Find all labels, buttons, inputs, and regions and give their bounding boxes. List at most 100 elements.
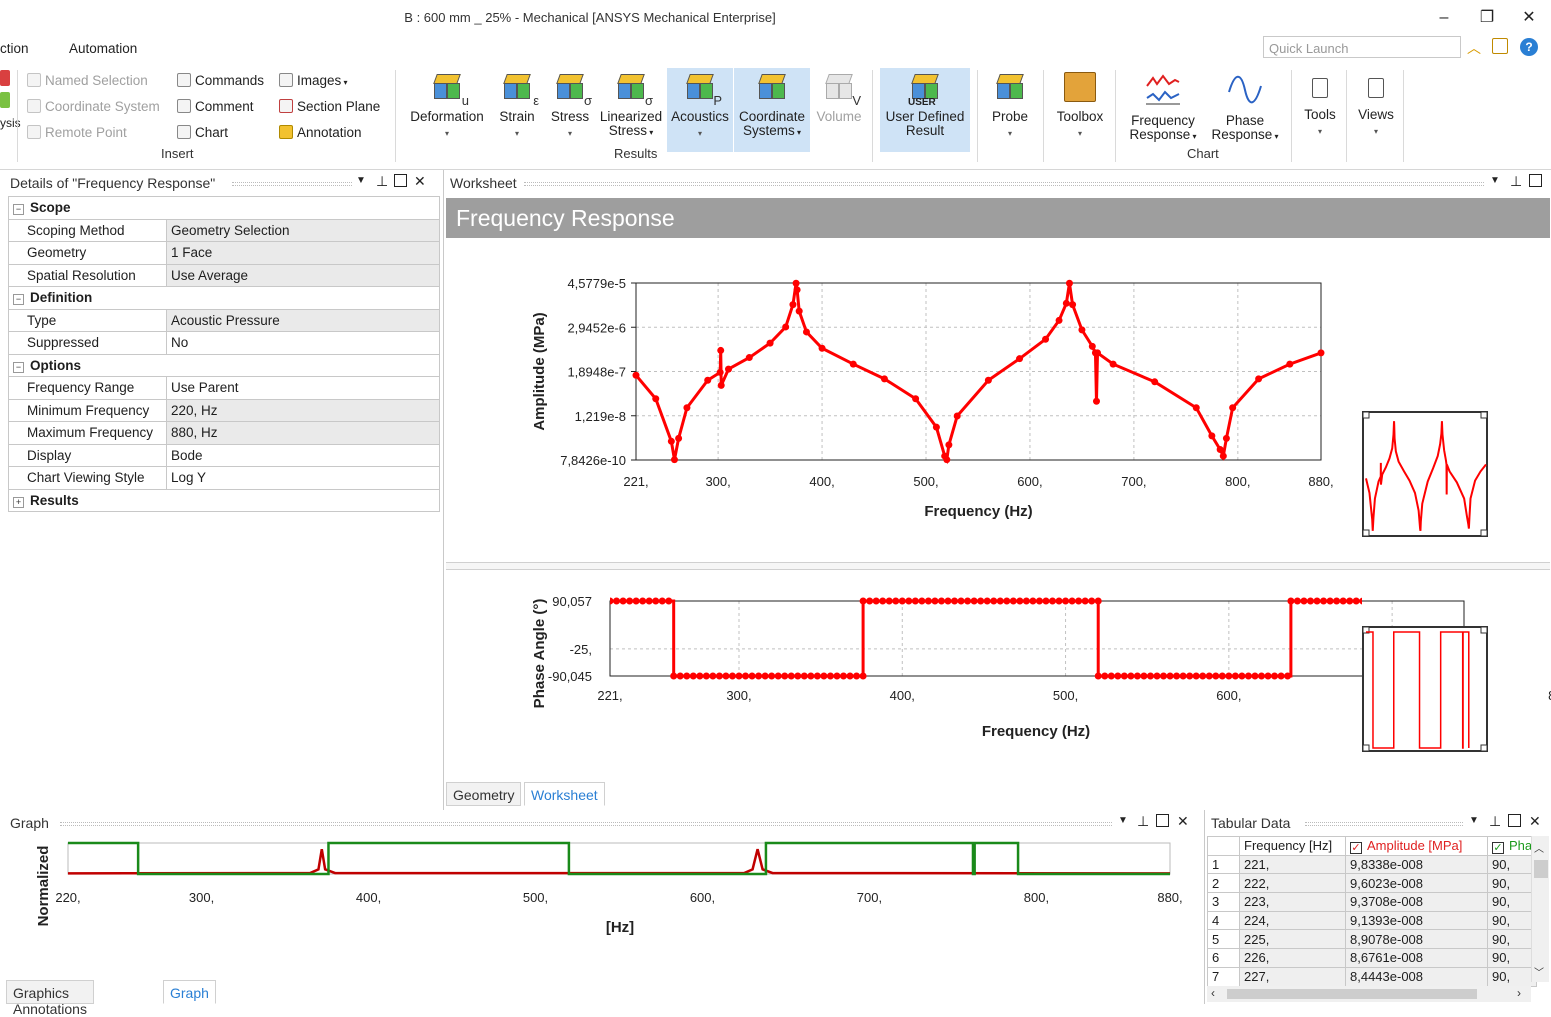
strain-button[interactable]: ε Strain ▾ <box>494 68 540 152</box>
feedback-icon[interactable] <box>1492 38 1508 54</box>
amplitude-checkbox[interactable]: ✓ <box>1350 841 1362 854</box>
maximize-icon[interactable] <box>394 174 407 187</box>
property-value[interactable]: 220, Hz <box>166 398 440 422</box>
menu-item-automation[interactable]: Automation <box>69 41 138 56</box>
details-section[interactable]: + Results <box>8 488 440 512</box>
probe-button[interactable]: Probe ▾ <box>984 68 1036 152</box>
graph-close-icon[interactable]: ✕ <box>1177 813 1189 829</box>
h-scroll-thumb[interactable] <box>1227 989 1477 999</box>
details-row[interactable]: Suppressed No <box>8 331 440 355</box>
property-value[interactable]: Bode <box>166 443 440 467</box>
comment-button[interactable]: Comment <box>177 99 254 114</box>
toolbox-button[interactable]: Toolbox ▾ <box>1050 68 1110 152</box>
details-row[interactable]: Minimum Frequency 220, Hz <box>8 398 440 422</box>
worksheet-maximize-icon[interactable] <box>1529 174 1542 187</box>
details-row[interactable]: Display Bode <box>8 443 440 467</box>
panel-menu-icon[interactable]: ▼ <box>356 175 366 186</box>
tabular-menu-icon[interactable]: ▼ <box>1469 815 1479 826</box>
details-row[interactable]: Chart Viewing Style Log Y <box>8 466 440 490</box>
details-row[interactable]: Spatial Resolution Use Average <box>8 263 440 287</box>
collapse-ribbon-icon[interactable]: ︿ <box>1467 40 1481 56</box>
details-section[interactable]: − Scope <box>8 196 440 220</box>
user-defined-result-button[interactable]: USER User Defined Result <box>880 68 970 152</box>
header-frequency[interactable]: Frequency [Hz] <box>1239 836 1346 856</box>
property-value[interactable]: 880, Hz <box>166 421 440 445</box>
property-value[interactable]: Use Average <box>166 263 440 287</box>
tab-graph[interactable]: Graph <box>163 980 216 1004</box>
scroll-thumb[interactable] <box>1534 860 1548 878</box>
graph-pin-icon[interactable]: ⊥ <box>1137 813 1150 829</box>
vertical-scrollbar[interactable]: ︿ ﹀ <box>1531 836 1549 982</box>
details-section[interactable]: − Options <box>8 353 440 377</box>
quick-launch-input[interactable]: Quick Launch <box>1263 36 1461 58</box>
tabular-close-icon[interactable]: ✕ <box>1529 813 1541 829</box>
normalized-chart[interactable]: 220, 300, 400, 500, 600, 700, 800, 880, [Hz] Norm… <box>4 834 1200 980</box>
property-value[interactable]: No <box>166 331 440 355</box>
table-row[interactable]: 6 226, 8,6761e-008 90, <box>1207 948 1538 968</box>
section-plane-button[interactable]: Section Plane <box>279 99 380 114</box>
help-icon[interactable]: ? <box>1520 38 1538 56</box>
close-panel-icon[interactable]: ✕ <box>414 173 426 189</box>
details-section-header[interactable]: − Options <box>8 353 440 377</box>
collapse-icon[interactable]: − <box>13 294 24 306</box>
commands-button[interactable]: Commands <box>177 73 264 88</box>
worksheet-pin-icon[interactable]: ⊥ <box>1510 173 1523 189</box>
header-amplitude[interactable]: ✓ Amplitude [MPa] <box>1345 836 1488 856</box>
tabular-pin-icon[interactable]: ⊥ <box>1489 813 1502 829</box>
scroll-down-icon[interactable]: ﹀ <box>1534 968 1544 979</box>
details-section[interactable]: − Definition <box>8 286 440 310</box>
details-row[interactable]: Maximum Frequency 880, Hz <box>8 421 440 445</box>
restore-button[interactable]: ❐ <box>1479 9 1495 26</box>
details-row[interactable]: Geometry 1 Face <box>8 241 440 265</box>
table-row[interactable]: 2 222, 9,6023e-008 90, <box>1207 873 1538 894</box>
coordinate-system-button[interactable]: Coordinate System <box>27 99 160 114</box>
tab-geometry[interactable]: Geometry <box>446 782 522 806</box>
minimize-button[interactable]: – <box>1439 9 1449 26</box>
remote-point-button[interactable]: Remote Point <box>27 125 127 140</box>
table-row[interactable]: 5 225, 8,9078e-008 90, <box>1207 929 1538 950</box>
property-value[interactable]: 1 Face <box>166 241 440 265</box>
property-value[interactable]: Use Parent <box>166 376 440 400</box>
horizontal-scrollbar[interactable]: ‹ › <box>1207 986 1531 1002</box>
linearized-stress-button[interactable]: σ Linearized Stress ▾ <box>597 68 665 152</box>
details-row[interactable]: Type Acoustic Pressure <box>8 308 440 332</box>
scroll-left-icon[interactable]: ‹ <box>1211 986 1215 1000</box>
property-value[interactable]: Log Y <box>166 466 440 490</box>
collapse-icon[interactable]: − <box>13 204 24 216</box>
worksheet-menu-icon[interactable]: ▼ <box>1490 175 1500 186</box>
views-button[interactable]: Views ▾ <box>1352 68 1400 152</box>
frequency-response-button[interactable]: Frequency Response ▾ <box>1122 68 1204 152</box>
details-section-header[interactable]: − Definition <box>8 286 440 310</box>
tab-worksheet[interactable]: Worksheet <box>524 782 605 806</box>
collapse-icon[interactable]: − <box>13 361 24 373</box>
details-row[interactable]: Frequency Range Use Parent <box>8 376 440 400</box>
tools-button[interactable]: Tools ▾ <box>1296 68 1344 152</box>
property-value[interactable]: Acoustic Pressure <box>166 308 440 332</box>
table-row[interactable]: 4 224, 9,1393e-008 90, <box>1207 910 1538 931</box>
graph-menu-icon[interactable]: ▼ <box>1118 815 1128 826</box>
stress-button[interactable]: σ Stress ▾ <box>547 68 593 152</box>
phase-response-button[interactable]: Phase Response ▾ <box>1206 68 1284 152</box>
tabular-maximize-icon[interactable] <box>1508 814 1521 827</box>
phase-overview[interactable] <box>1362 626 1492 756</box>
table-row[interactable]: 1 221, 9,8338e-008 90, <box>1207 854 1538 875</box>
menu-item-selection[interactable]: ction <box>0 41 29 56</box>
coordinate-systems-button[interactable]: Coordinate Systems ▾ <box>734 68 810 152</box>
property-value[interactable]: Geometry Selection <box>166 218 440 242</box>
acoustics-button[interactable]: P Acoustics ▾ <box>667 68 733 152</box>
details-section-header[interactable]: + Results <box>8 488 440 512</box>
header-phase[interactable]: ✓ Pha <box>1486 836 1538 856</box>
close-button[interactable]: ✕ <box>1522 9 1536 26</box>
volume-button[interactable]: V Volume <box>813 68 865 152</box>
scroll-right-icon[interactable]: › <box>1517 986 1521 1000</box>
table-row[interactable]: 7 227, 8,4443e-008 90, <box>1207 966 1538 987</box>
analysis-icon[interactable] <box>0 92 10 108</box>
table-row[interactable]: 3 223, 9,3708e-008 90, <box>1207 892 1538 912</box>
named-selection-button[interactable]: Named Selection <box>27 73 148 88</box>
images-button[interactable]: Images ▾ <box>279 73 348 88</box>
deformation-button[interactable]: u Deformation ▾ <box>404 68 490 152</box>
details-row[interactable]: Scoping Method Geometry Selection <box>8 218 440 242</box>
amplitude-chart[interactable]: 221, 300, 400, 500, 600, 700, 800, 880, 7,8426e-… <box>444 240 1551 562</box>
details-section-header[interactable]: − Scope <box>8 196 440 220</box>
solution-icon[interactable] <box>0 70 10 86</box>
